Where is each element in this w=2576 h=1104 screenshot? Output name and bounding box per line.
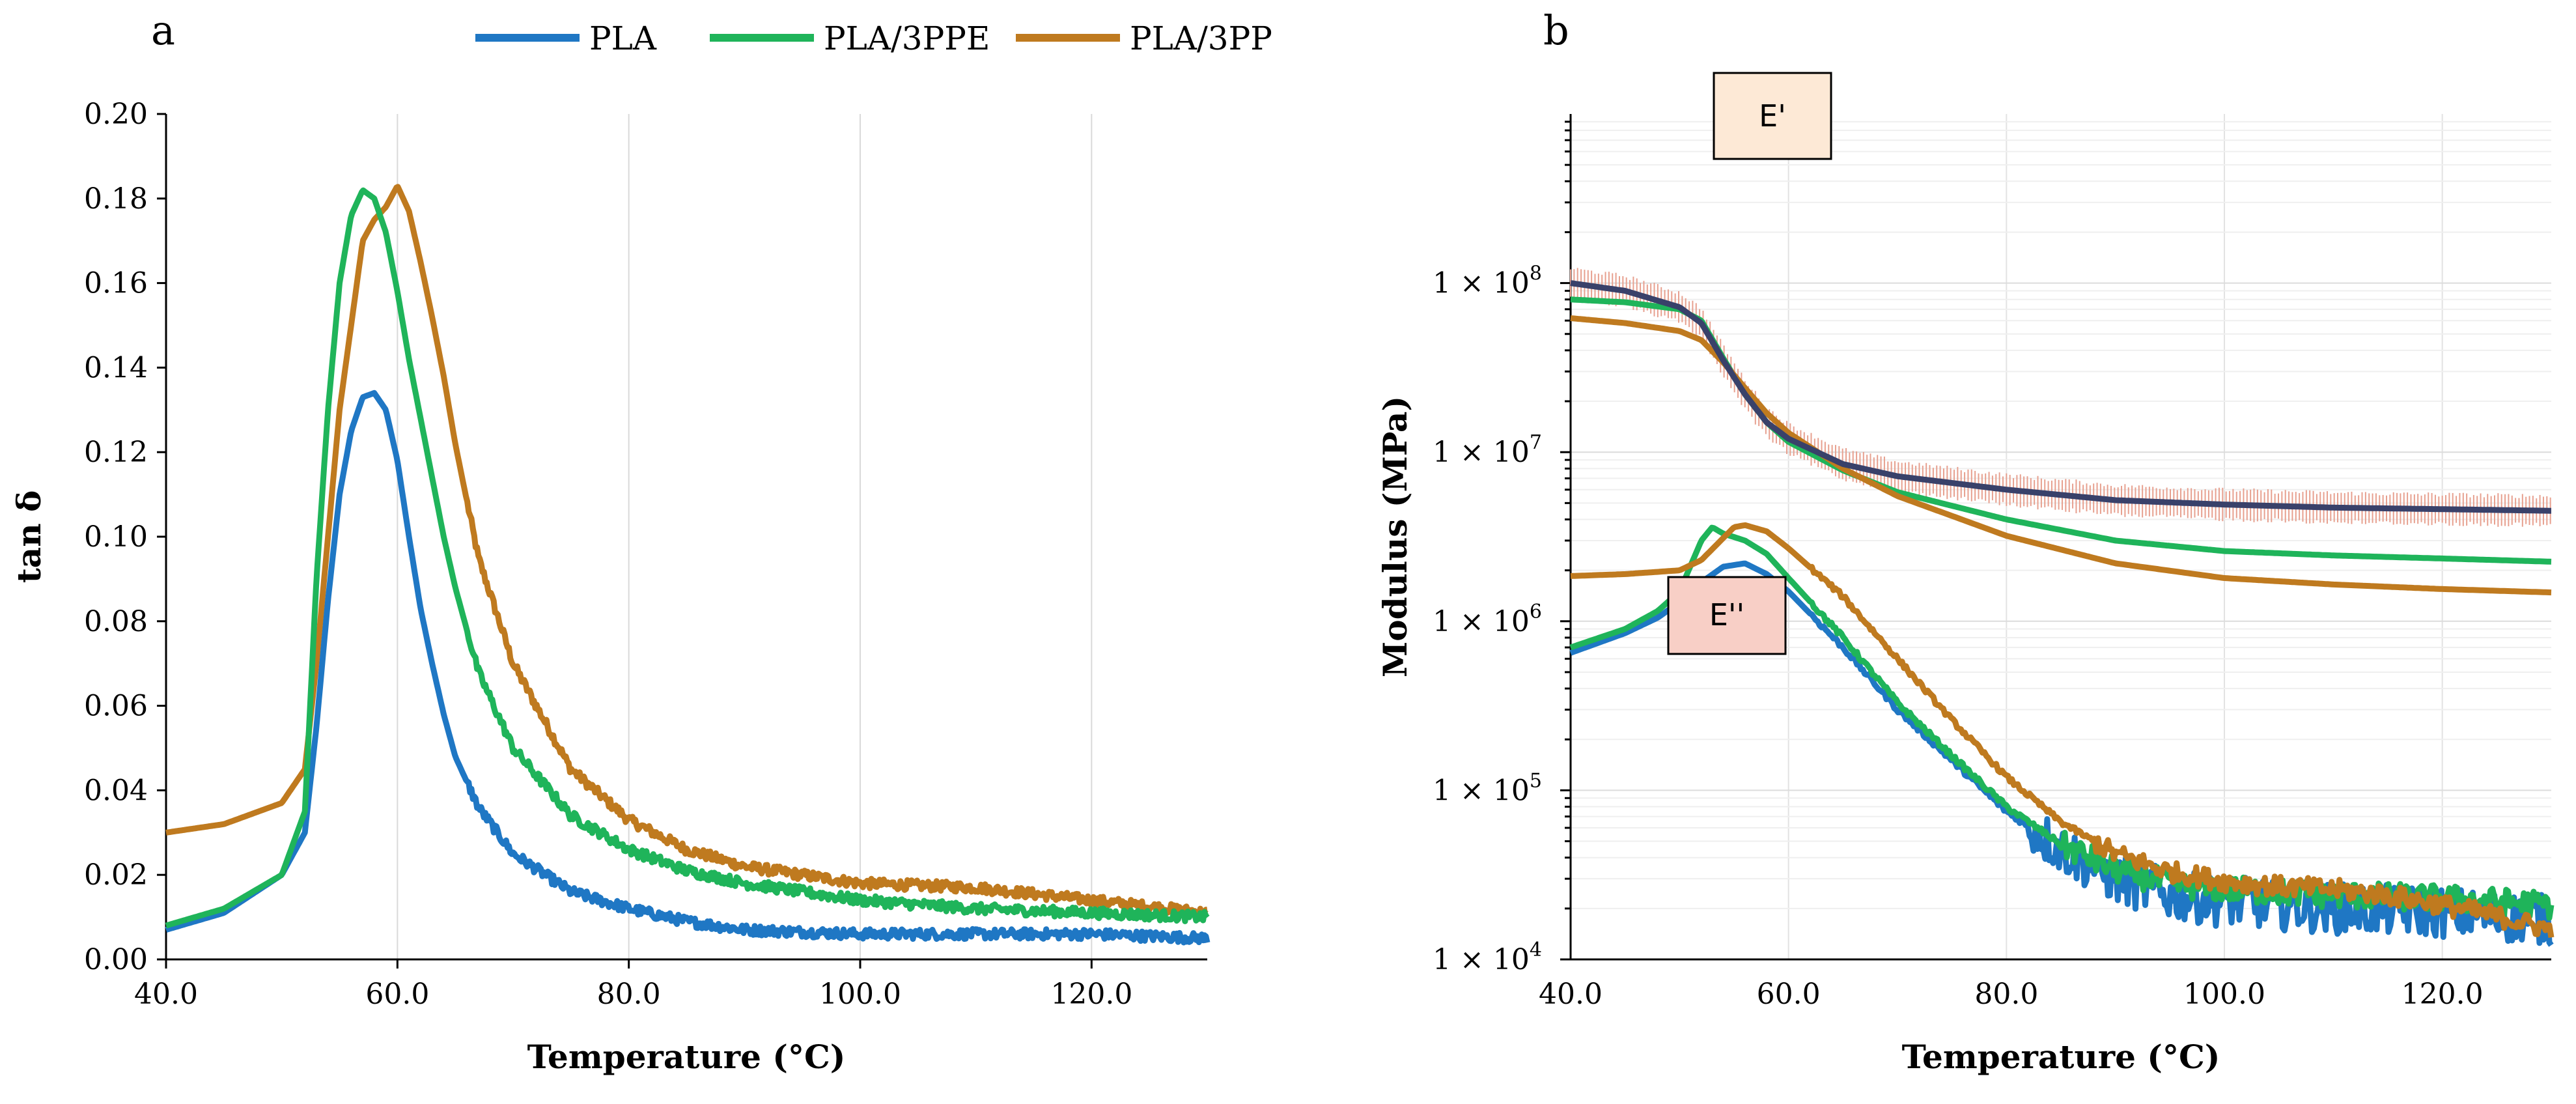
panel-b-y-tick-exponent: 6 <box>1530 601 1542 623</box>
annotation-e-double-prime-label: E'' <box>1709 597 1744 632</box>
panel-a-y-tick-label: 0.08 <box>84 605 148 638</box>
annotation-e-prime-box <box>1713 72 1832 160</box>
panel-b-y-tick-mantissa: 1 × 10 <box>1433 774 1530 807</box>
panel-b-line-pla-3pp-e <box>1569 522 2555 939</box>
panel-b-y-tick-mantissa: 1 × 10 <box>1433 267 1530 300</box>
panel-a-x-tick-label: 60.0 <box>365 978 429 1011</box>
panel-a-tan-delta-chart: 40.0 60.0 80.0 100.0 120.0 0.00 0.02 0.04 0.06 0.… <box>10 98 1211 1076</box>
panel-label-b: b <box>1543 7 1569 54</box>
annotation-e-double-prime-box <box>1667 576 1787 655</box>
panel-b-y-tick-label: 1 × 104 <box>1433 939 1542 976</box>
annotation-e-double-prime: E'' <box>1667 576 1787 655</box>
panel-a-line-pla-3pp <box>164 184 1209 920</box>
panel-a-y-tick-label: 0.18 <box>84 182 148 216</box>
panel-b-line-e-mean-with-error-bars <box>1569 280 2553 514</box>
panel-a-y-tick-label: 0.12 <box>84 436 148 469</box>
panel-b-y-tick-mantissa: 1 × 10 <box>1433 943 1530 976</box>
panel-b-series <box>1569 280 2555 947</box>
panel-b-y-tick-label: 1 × 107 <box>1433 431 1542 469</box>
panel-b-y-tick-label: 1 × 106 <box>1433 601 1542 638</box>
panel-a-line-pla-3ppe <box>164 187 1210 929</box>
panel-a-y-tick-label: 0.20 <box>84 98 148 131</box>
panel-b-x-tick-label: 100.0 <box>2183 978 2265 1011</box>
panel-a-x-tick-label: 80.0 <box>597 978 661 1011</box>
legend-label-pla: PLA <box>589 20 657 57</box>
panel-b-y-tick-label: 1 × 105 <box>1433 769 1542 807</box>
panel-b-y-tick-label: 1 × 108 <box>1433 262 1542 300</box>
legend: PLA PLA/3PPE PLA/3PP <box>475 20 1272 57</box>
panel-a-x-tick-label: 40.0 <box>134 978 198 1011</box>
panel-a-y-tick-label: 0.04 <box>84 774 148 807</box>
panel-b-y-tick-mantissa: 1 × 10 <box>1433 436 1530 469</box>
panel-b-x-tick-label: 120.0 <box>2401 978 2484 1011</box>
panel-b-x-axis-title: Temperature (°C) <box>1902 1038 2220 1076</box>
panel-b-y-tick-exponent: 5 <box>1530 769 1542 792</box>
panel-b-x-tick-label: 40.0 <box>1539 978 1603 1011</box>
panel-a-x-tick-label: 100.0 <box>819 978 901 1011</box>
panel-b-x-tick-label: 80.0 <box>1974 978 2038 1011</box>
annotation-e-prime-label: E' <box>1759 98 1786 134</box>
panel-a-series <box>164 184 1211 946</box>
panel-b-y-axis-title: Modulus (MPa) <box>1376 396 1414 677</box>
panel-a-line-pla <box>164 389 1211 946</box>
legend-label-pla-3ppe: PLA/3PPE <box>824 20 990 57</box>
panel-a-y-tick-label: 0.16 <box>84 267 148 300</box>
legend-label-pla-3pp: PLA/3PP <box>1130 20 1272 57</box>
panel-a-x-axis-title: Temperature (°C) <box>527 1038 846 1076</box>
panel-a-y-tick-label: 0.02 <box>84 858 148 892</box>
panel-b-y-tick-exponent: 8 <box>1530 262 1542 285</box>
panel-a-y-tick-label: 0.14 <box>84 351 148 384</box>
annotation-e-prime: E' <box>1713 72 1832 160</box>
panel-label-a: a <box>151 7 175 54</box>
panel-a-y-axis-title: tan δ <box>10 490 48 584</box>
panel-b-y-tick-exponent: 4 <box>1530 939 1542 961</box>
panel-a-y-tick-label: 0.10 <box>84 520 148 554</box>
panel-a-y-tick-label: 0.00 <box>84 943 148 976</box>
panel-a-ticks: 40.0 60.0 80.0 100.0 120.0 0.00 0.02 0.04 0.06 0.… <box>84 98 1132 1011</box>
panel-a-y-tick-label: 0.06 <box>84 690 148 723</box>
panel-a-x-tick-label: 120.0 <box>1050 978 1132 1011</box>
panel-b-y-tick-exponent: 7 <box>1530 431 1542 454</box>
panel-b-y-tick-mantissa: 1 × 10 <box>1433 605 1530 638</box>
panel-b-x-tick-label: 60.0 <box>1757 978 1821 1011</box>
